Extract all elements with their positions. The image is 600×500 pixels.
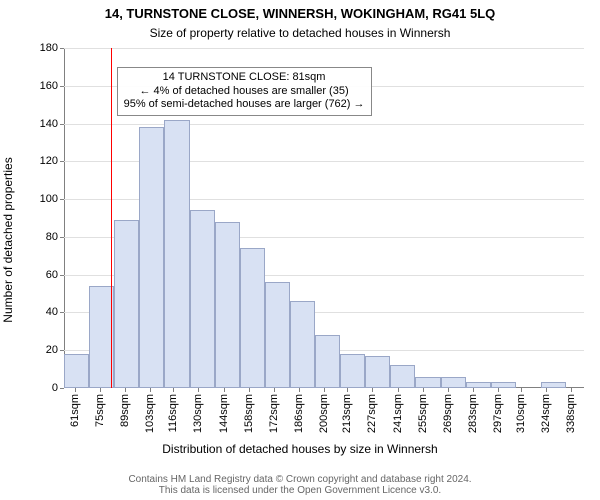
histogram-bar <box>390 365 415 388</box>
x-axis-label: Distribution of detached houses by size … <box>0 442 600 456</box>
x-tick-label: 269sqm <box>442 394 454 433</box>
x-tick-mark <box>498 388 499 392</box>
y-tick-label: 0 <box>52 382 58 394</box>
x-tick-label: 227sqm <box>366 394 378 433</box>
y-tick-label: 160 <box>40 80 58 92</box>
y-tick-mark <box>60 124 64 125</box>
x-tick-label: 283sqm <box>467 394 479 433</box>
x-tick-label: 144sqm <box>218 394 230 433</box>
histogram-bar <box>340 354 365 388</box>
x-tick-mark <box>448 388 449 392</box>
x-tick-label: 324sqm <box>540 394 552 433</box>
y-tick-mark <box>60 86 64 87</box>
y-tick-label: 100 <box>40 193 58 205</box>
x-tick-mark <box>423 388 424 392</box>
histogram-bar <box>64 354 89 388</box>
histogram-bar <box>164 120 189 388</box>
y-tick-label: 140 <box>40 118 58 130</box>
x-tick-mark <box>398 388 399 392</box>
x-tick-mark <box>274 388 275 392</box>
x-tick-mark <box>173 388 174 392</box>
x-tick-mark <box>125 388 126 392</box>
x-tick-mark <box>347 388 348 392</box>
annotation-line: 95% of semi-detached houses are larger (… <box>124 98 365 112</box>
chart-subtitle: Size of property relative to detached ho… <box>0 26 600 40</box>
gridline <box>64 48 584 49</box>
x-tick-mark <box>372 388 373 392</box>
x-tick-label: 338sqm <box>565 394 577 433</box>
histogram-bar <box>265 282 290 388</box>
y-tick-label: 40 <box>46 306 58 318</box>
x-tick-label: 61sqm <box>69 394 81 427</box>
y-tick-mark <box>60 312 64 313</box>
y-axis-label: Number of detached properties <box>1 157 15 322</box>
x-tick-mark <box>521 388 522 392</box>
histogram-bar <box>365 356 390 388</box>
x-tick-mark <box>198 388 199 392</box>
x-tick-label: 89sqm <box>119 394 131 427</box>
x-tick-mark <box>224 388 225 392</box>
footer-line-2: This data is licensed under the Open Gov… <box>159 485 441 496</box>
histogram-bar <box>415 377 440 388</box>
x-tick-label: 130sqm <box>192 394 204 433</box>
x-tick-mark <box>249 388 250 392</box>
x-tick-label: 310sqm <box>515 394 527 433</box>
histogram-bar <box>139 127 164 388</box>
histogram-bar <box>215 222 240 388</box>
y-axis-line <box>64 48 65 388</box>
y-tick-mark <box>60 350 64 351</box>
histogram-bar <box>240 248 265 388</box>
plot-area: 02040608010012014016018061sqm75sqm89sqm1… <box>64 48 584 388</box>
x-tick-label: 241sqm <box>392 394 404 433</box>
histogram-bar <box>491 382 516 388</box>
histogram-bar <box>541 382 566 388</box>
annotation-box: 14 TURNSTONE CLOSE: 81sqm← 4% of detache… <box>117 67 372 116</box>
histogram-bar <box>441 377 466 388</box>
footer-line-1: Contains HM Land Registry data © Crown c… <box>128 474 471 485</box>
histogram-bar <box>190 210 215 388</box>
histogram-bar <box>466 382 491 388</box>
x-tick-mark <box>100 388 101 392</box>
x-tick-label: 186sqm <box>293 394 305 433</box>
x-tick-mark <box>571 388 572 392</box>
x-tick-mark <box>546 388 547 392</box>
histogram-bar <box>114 220 139 388</box>
histogram-bar <box>290 301 315 388</box>
y-tick-label: 180 <box>40 42 58 54</box>
y-tick-label: 60 <box>46 269 58 281</box>
y-tick-label: 120 <box>40 155 58 167</box>
x-tick-mark <box>299 388 300 392</box>
x-tick-label: 172sqm <box>268 394 280 433</box>
y-tick-label: 20 <box>46 344 58 356</box>
gridline <box>64 124 584 125</box>
y-tick-label: 80 <box>46 231 58 243</box>
y-tick-mark <box>60 275 64 276</box>
y-tick-mark <box>60 199 64 200</box>
x-tick-mark <box>473 388 474 392</box>
annotation-line: ← 4% of detached houses are smaller (35) <box>124 85 365 99</box>
x-tick-label: 200sqm <box>318 394 330 433</box>
x-tick-label: 213sqm <box>341 394 353 433</box>
y-tick-mark <box>60 388 64 389</box>
y-tick-mark <box>60 48 64 49</box>
x-tick-label: 103sqm <box>144 394 156 433</box>
x-tick-mark <box>324 388 325 392</box>
y-tick-mark <box>60 161 64 162</box>
x-tick-label: 116sqm <box>167 394 179 432</box>
x-tick-mark <box>150 388 151 392</box>
x-tick-label: 75sqm <box>94 394 106 427</box>
chart-container: 14, TURNSTONE CLOSE, WINNERSH, WOKINGHAM… <box>0 0 600 500</box>
property-marker-line <box>111 48 112 388</box>
attribution-footer: Contains HM Land Registry data © Crown c… <box>0 474 600 496</box>
x-tick-mark <box>75 388 76 392</box>
x-tick-label: 255sqm <box>417 394 429 433</box>
x-tick-label: 297sqm <box>492 394 504 433</box>
histogram-bar <box>315 335 340 388</box>
chart-title: 14, TURNSTONE CLOSE, WINNERSH, WOKINGHAM… <box>0 6 600 21</box>
y-tick-mark <box>60 237 64 238</box>
annotation-line: 14 TURNSTONE CLOSE: 81sqm <box>124 71 365 85</box>
x-tick-label: 158sqm <box>243 394 255 433</box>
